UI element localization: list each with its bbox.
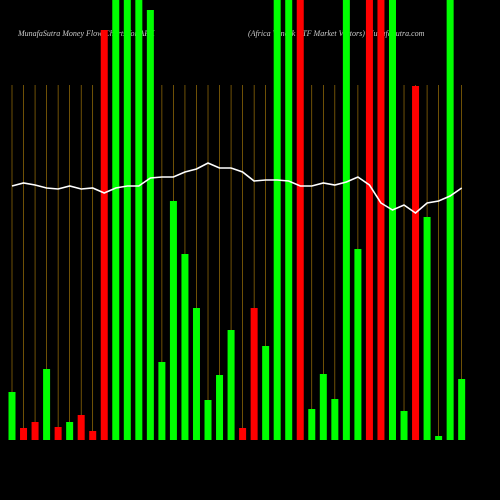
chart-subtitle: (Africa Vaneck ETF Market Vectors) Munaf… (248, 29, 425, 38)
bar (285, 0, 293, 440)
bar (412, 86, 420, 440)
bar (77, 415, 85, 440)
bar (227, 330, 235, 440)
chart-title: MunafaSutra Money Flow Charts for AFK (17, 29, 155, 38)
bar (158, 362, 166, 440)
bar (146, 10, 154, 440)
bar (273, 0, 281, 440)
bar (43, 369, 51, 440)
bar (331, 399, 339, 440)
bar (112, 0, 120, 440)
bar (20, 428, 28, 440)
bar (423, 217, 431, 440)
bar (216, 375, 224, 440)
bars (8, 0, 466, 440)
bar (458, 379, 466, 440)
bar (8, 392, 16, 440)
bar (192, 308, 200, 440)
bar (181, 254, 189, 440)
bar (123, 0, 131, 440)
bar (250, 308, 258, 440)
bar (135, 0, 143, 440)
bar (31, 422, 39, 440)
bar (169, 201, 177, 440)
bar (365, 0, 373, 440)
money-flow-line (11, 162, 463, 215)
bar (204, 400, 212, 440)
bar (319, 374, 327, 440)
bar (66, 422, 74, 440)
bar (296, 0, 304, 440)
bar (262, 346, 270, 440)
bar (100, 30, 108, 440)
bar (89, 431, 97, 440)
bar (446, 0, 454, 440)
bar (400, 411, 408, 440)
bar (342, 0, 350, 440)
bar (435, 436, 443, 440)
bar (54, 427, 62, 440)
bar (388, 0, 396, 440)
bar (354, 249, 362, 440)
bar (308, 409, 316, 440)
bar (239, 428, 247, 440)
bar (377, 0, 385, 440)
